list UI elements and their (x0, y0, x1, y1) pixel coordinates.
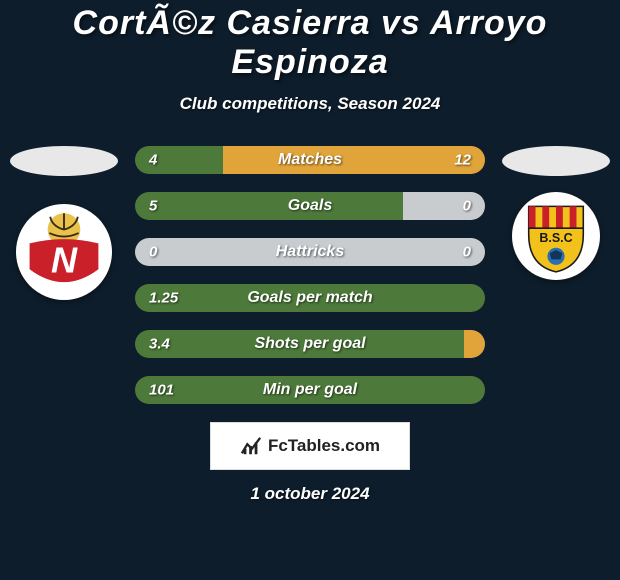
stat-bar: Goals per match1.25 (135, 284, 485, 312)
left-club-crest: N (16, 204, 112, 300)
logo-text: FcTables.com (268, 436, 380, 456)
comparison-card: CortÃ©z Casierra vs Arroyo Espinoza Club… (0, 0, 620, 580)
stat-bar: Hattricks0 0 (135, 238, 485, 266)
stat-bar: Goals5 0 (135, 192, 485, 220)
crest-letter: N (51, 240, 78, 281)
stat-label: Matches (135, 151, 485, 169)
player-ellipse-right (502, 146, 610, 176)
stat-value-left: 1.25 (149, 290, 178, 307)
left-column: N (9, 146, 119, 300)
stat-value-left: 3.4 (149, 336, 170, 353)
page-title: CortÃ©z Casierra vs Arroyo Espinoza (0, 4, 620, 82)
stat-value-right: 12 (454, 152, 471, 169)
date-label: 1 october 2024 (0, 484, 620, 504)
stat-label: Min per goal (135, 381, 485, 399)
stat-bar: Matches4 12 (135, 146, 485, 174)
left-crest-svg: N (21, 209, 107, 295)
stat-value-left: 0 (149, 244, 157, 261)
stat-value-left: 101 (149, 382, 174, 399)
content-row: N Matches412Goals50Hattricks00Goals per … (0, 146, 620, 404)
stat-label: Shots per goal (135, 335, 485, 353)
stat-value-left: 5 (149, 198, 157, 215)
stat-label: Goals (135, 197, 485, 215)
stat-value-right: 0 (463, 244, 471, 261)
stat-bar: Min per goal101 (135, 376, 485, 404)
stat-value-left: 4 (149, 152, 157, 169)
right-column: B.S.C (501, 146, 611, 280)
subtitle: Club competitions, Season 2024 (0, 94, 620, 114)
stat-value-right: 0 (463, 198, 471, 215)
player-ellipse-left (10, 146, 118, 176)
fctables-logo[interactable]: FcTables.com (210, 422, 410, 470)
stat-label: Goals per match (135, 289, 485, 307)
stat-label: Hattricks (135, 243, 485, 261)
right-crest-svg: B.S.C (517, 197, 595, 275)
stats-bars: Matches412Goals50Hattricks00Goals per ma… (135, 146, 485, 404)
stat-bar: Shots per goal3.4 (135, 330, 485, 358)
chart-icon (240, 435, 262, 457)
right-club-crest: B.S.C (512, 192, 600, 280)
crest-text: B.S.C (539, 231, 572, 245)
